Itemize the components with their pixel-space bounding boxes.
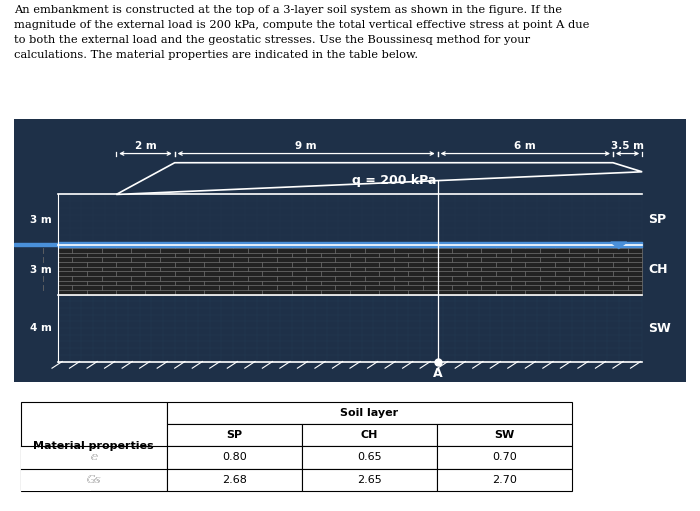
Text: Gs: Gs (87, 475, 101, 484)
Text: 2.70: 2.70 (492, 475, 517, 484)
Bar (302, 469, 437, 491)
Text: 9 m: 9 m (295, 141, 317, 151)
Text: e: e (90, 452, 97, 462)
Text: e: e (90, 452, 97, 462)
Text: 2 m: 2 m (134, 141, 156, 151)
Text: SP: SP (226, 430, 242, 440)
Text: 0.80: 0.80 (222, 452, 246, 462)
Bar (437, 424, 572, 446)
Bar (437, 469, 572, 491)
Text: 2.68: 2.68 (222, 475, 246, 484)
Bar (14, 243, 639, 246)
Text: 4 m: 4 m (30, 323, 52, 333)
Text: SP: SP (648, 213, 666, 226)
Text: CH: CH (360, 430, 378, 440)
Text: Material properties: Material properties (34, 442, 154, 451)
Bar (167, 424, 302, 446)
Bar (167, 469, 302, 491)
Text: A: A (433, 367, 442, 380)
Text: An embankment is constructed at the top of a 3-layer soil system as shown in the: An embankment is constructed at the top … (14, 5, 589, 59)
Text: Soil layer: Soil layer (340, 408, 398, 418)
Text: 6 m: 6 m (514, 141, 536, 151)
Text: SW: SW (494, 430, 514, 440)
Text: 3 m: 3 m (30, 265, 52, 274)
Text: 0.70: 0.70 (492, 452, 517, 462)
Text: q = 200 kPa: q = 200 kPa (351, 174, 436, 187)
Text: 3.5 m: 3.5 m (611, 141, 644, 151)
Text: 2.65: 2.65 (357, 475, 382, 484)
Bar (58, 245, 642, 295)
Bar (167, 402, 572, 424)
Bar (302, 424, 437, 446)
Text: Gs: Gs (87, 475, 101, 484)
Text: CH: CH (648, 263, 668, 276)
Bar (21, 402, 167, 491)
Text: 0.65: 0.65 (357, 452, 382, 462)
Bar (21, 469, 91, 491)
Text: 3 m: 3 m (30, 215, 52, 224)
Polygon shape (611, 242, 626, 248)
Polygon shape (116, 162, 642, 195)
Bar (21, 446, 91, 469)
Bar (302, 446, 437, 469)
Text: SW: SW (648, 321, 671, 335)
Bar (437, 446, 572, 469)
Bar (167, 446, 302, 469)
